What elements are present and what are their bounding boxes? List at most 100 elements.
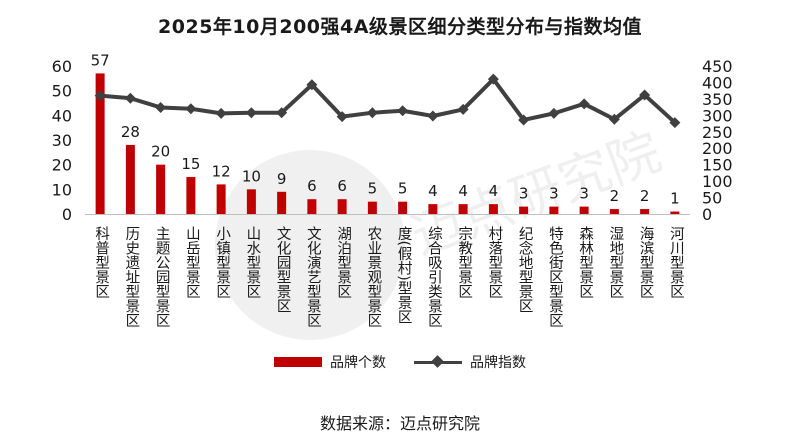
bar-value-label: 9 <box>277 170 287 188</box>
line-point <box>487 73 499 85</box>
line-point <box>397 105 409 117</box>
line-point <box>518 114 530 126</box>
bar-value-label: 6 <box>337 177 347 195</box>
x-category-label: 文化园型景区 <box>275 226 291 314</box>
bar <box>277 191 287 214</box>
legend: 品牌个数 品牌指数 <box>0 352 800 372</box>
legend-item-line: 品牌指数 <box>414 352 526 372</box>
right-axis-tick-label: 300 <box>702 106 733 125</box>
line-point <box>185 103 197 115</box>
x-category-label: 河川型景区 <box>668 226 684 299</box>
x-category-label: 湿地型景区 <box>607 226 623 299</box>
bar-data-labels: 57 28 20 15 12 10 9 6 6 5 5 4 4 4 3 3 3 2 2 1 <box>91 51 680 207</box>
bar <box>488 204 498 214</box>
bar-value-label: 5 <box>398 180 408 198</box>
right-axis-tick-label: 350 <box>702 90 733 109</box>
legend-label-bar: 品牌个数 <box>330 355 386 371</box>
right-axis-tick-label: 100 <box>702 172 733 191</box>
bar <box>246 189 256 214</box>
x-category-label: 山岳型景区 <box>184 226 200 299</box>
bar-value-label: 20 <box>151 143 170 161</box>
x-category-label: 主题公园型景区 <box>154 226 170 328</box>
bar-value-label: 1 <box>670 190 680 208</box>
x-category-label: 综合吸引类景区 <box>426 226 442 328</box>
line-point <box>276 107 288 119</box>
right-axis-tick-label: 450 <box>702 57 733 76</box>
line-point <box>215 107 227 119</box>
bar-value-label: 28 <box>121 123 140 141</box>
left-axis-tick-label: 30 <box>52 131 72 150</box>
line-series <box>94 73 681 129</box>
legend-line-swatch <box>414 356 462 368</box>
bar <box>579 206 589 214</box>
x-category-label: 海滨型景区 <box>638 226 654 299</box>
line-point <box>608 113 620 125</box>
line-point <box>94 90 106 102</box>
bar-value-label: 57 <box>91 51 110 69</box>
bar <box>549 206 559 214</box>
x-category-label: 小镇型景区 <box>214 226 230 299</box>
x-axis-labels: 科普型景区 历史遗址型景区 主题公园型景区 山岳型景区 小镇型景区 山水型景区 文化园型景区… <box>93 226 684 328</box>
x-category-label: 科普型景区 <box>93 226 109 299</box>
left-axis-tick-label: 20 <box>52 156 72 175</box>
line-point <box>578 98 590 110</box>
right-axis-tick-label: 150 <box>702 156 733 175</box>
left-axis-tick-label: 60 <box>52 57 72 76</box>
bar-value-label: 4 <box>458 182 468 200</box>
x-category-label: 村落型景区 <box>486 226 502 299</box>
bar-value-label: 4 <box>489 182 499 200</box>
bar-value-label: 10 <box>242 167 261 185</box>
bar-value-label: 2 <box>640 187 650 205</box>
x-category-label: 度(假村)型景区 <box>396 226 412 325</box>
left-axis-tick-label: 0 <box>62 205 72 224</box>
line-point <box>336 111 348 123</box>
bar-value-label: 2 <box>610 187 620 205</box>
bar <box>609 209 619 214</box>
bar <box>458 204 468 214</box>
x-category-label: 宗教型景区 <box>456 226 472 299</box>
bar-value-label: 3 <box>549 185 559 203</box>
bar-series <box>85 73 690 215</box>
bar-value-label: 12 <box>212 162 231 180</box>
left-y-axis: 0 10 20 30 40 50 60 <box>52 57 72 224</box>
right-axis-tick-label: 200 <box>702 139 733 158</box>
left-axis-tick-label: 50 <box>52 82 72 101</box>
line-point <box>306 79 318 91</box>
legend-label-line: 品牌指数 <box>470 355 526 371</box>
bar <box>519 206 529 214</box>
svg-text:迈点研究院: 迈点研究院 <box>404 122 669 267</box>
bar <box>337 199 347 214</box>
line-point <box>457 103 469 115</box>
x-category-label: 农业景观型景区 <box>365 226 381 328</box>
bar <box>367 201 377 214</box>
bar <box>398 201 408 214</box>
bar <box>156 164 166 214</box>
bar <box>307 199 317 214</box>
line-point <box>124 92 136 104</box>
bar <box>640 209 650 214</box>
line-point <box>366 107 378 119</box>
bar <box>670 211 680 214</box>
bar-value-label: 6 <box>307 177 317 195</box>
bar-value-label: 3 <box>519 185 529 203</box>
x-category-label: 森林型景区 <box>577 226 593 299</box>
x-category-label: 湖泊型景区 <box>335 226 351 299</box>
source-note: 数据来源：迈点研究院 <box>319 414 480 433</box>
left-axis-tick-label: 10 <box>52 180 72 199</box>
x-category-label: 纪念地型景区 <box>517 226 533 314</box>
bar <box>428 204 438 214</box>
bar <box>216 184 226 214</box>
legend-bar-swatch <box>274 357 322 367</box>
right-axis-tick-label: 0 <box>702 205 712 224</box>
bar <box>125 144 135 214</box>
line-point <box>245 107 257 119</box>
right-axis-tick-label: 400 <box>702 73 733 92</box>
x-category-label: 历史遗址型景区 <box>123 226 139 328</box>
line-point <box>548 107 560 119</box>
bar-value-label: 15 <box>181 155 200 173</box>
x-category-label: 文化演艺型景区 <box>305 226 321 328</box>
left-axis-tick-label: 40 <box>52 106 72 125</box>
bar <box>95 73 105 215</box>
line-point <box>427 110 439 122</box>
